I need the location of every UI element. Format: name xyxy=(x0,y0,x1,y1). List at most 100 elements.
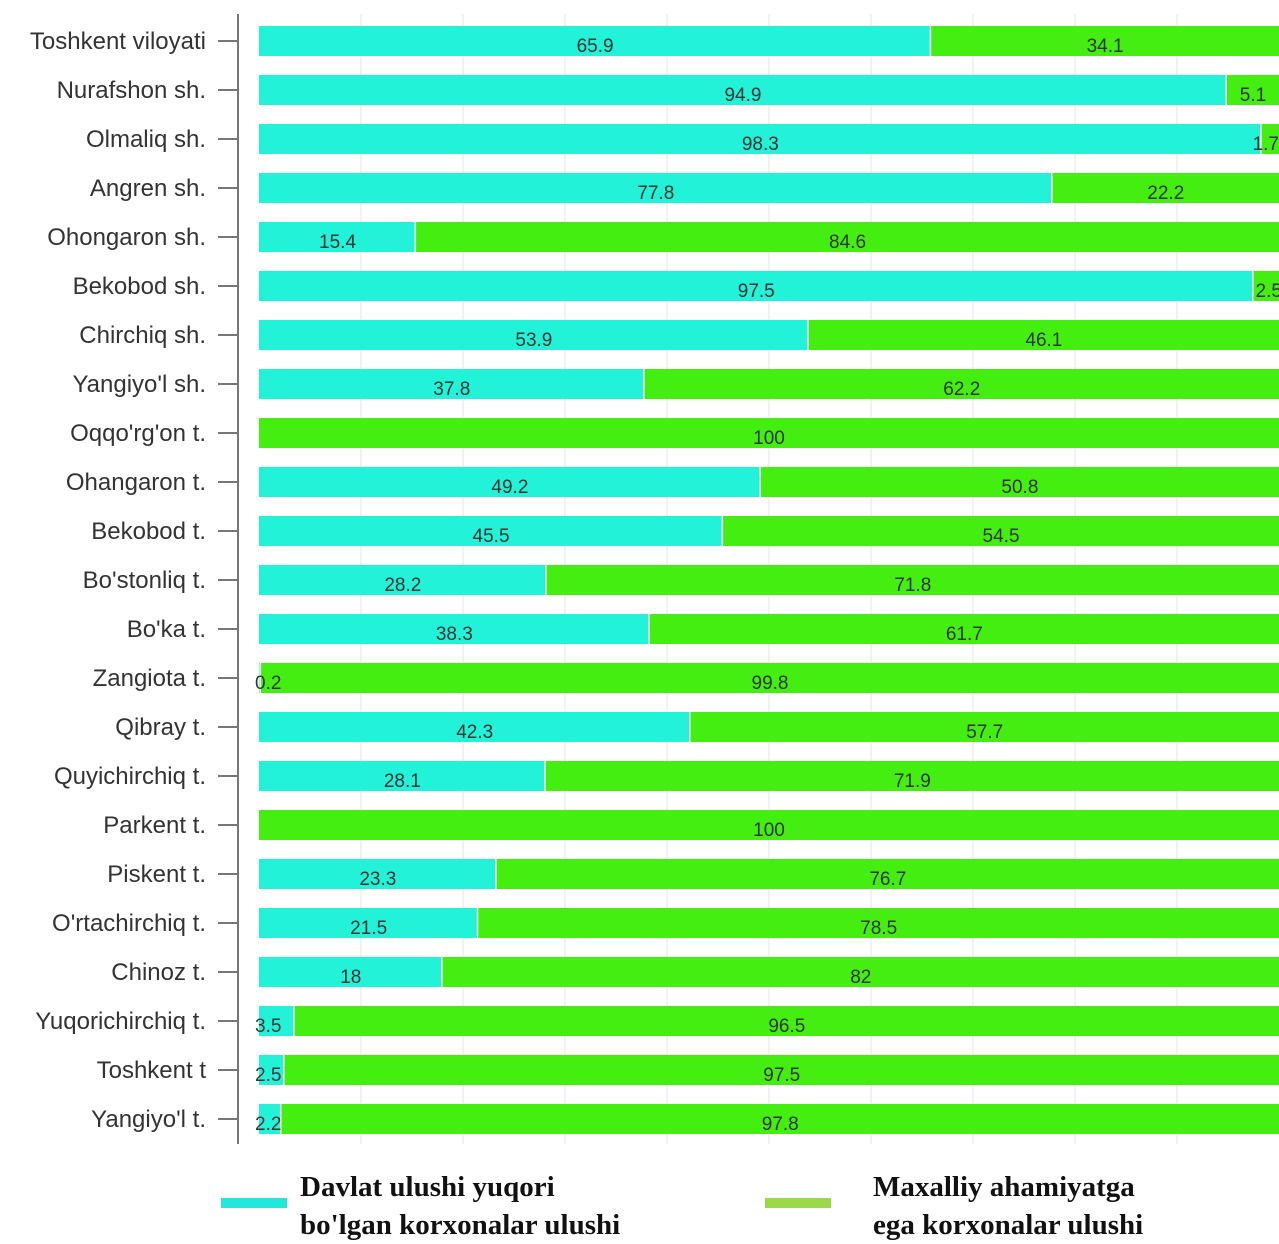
legend: Davlat ulushi yuqori bo'lgan korxonalar … xyxy=(0,1168,1279,1244)
legend-label-local-share-line2: ega korxonalar ulushi xyxy=(873,1209,1144,1241)
category-label: Angren sh. xyxy=(90,175,206,202)
value-label-state-share: 28.2 xyxy=(384,575,421,596)
bar-state-share xyxy=(259,271,1252,301)
bar-local-share xyxy=(416,222,1279,252)
bar-state-share xyxy=(259,467,760,497)
bar-local-share xyxy=(723,516,1279,546)
category-label: Yangiyo'l sh. xyxy=(72,371,206,398)
value-label-state-share: 37.8 xyxy=(433,379,470,400)
bar-local-share xyxy=(1253,271,1279,301)
value-label-state-share: 15.4 xyxy=(319,232,356,253)
value-label-local-share: 62.2 xyxy=(943,379,980,400)
bar-local-share xyxy=(546,565,1279,595)
bar-local-share xyxy=(808,320,1279,350)
value-label-local-share: 61.7 xyxy=(946,624,983,645)
bar-local-share xyxy=(1052,173,1279,203)
category-label: Qibray t. xyxy=(115,714,206,741)
value-label-local-share: 84.6 xyxy=(829,232,866,253)
value-label-local-share: 71.8 xyxy=(894,575,931,596)
category-label: Nurafshon sh. xyxy=(57,77,206,104)
category-label: Yangiyo'l t. xyxy=(91,1106,206,1133)
bar-local-share xyxy=(294,1006,1279,1036)
bar-state-share xyxy=(259,1006,294,1036)
value-label-local-share: 46.1 xyxy=(1025,330,1062,351)
value-label-state-share: 18 xyxy=(340,967,361,988)
category-label: O'rtachirchiq t. xyxy=(52,910,206,937)
value-label-local-share: 76.7 xyxy=(869,869,906,890)
value-label-local-share: 54.5 xyxy=(983,526,1020,547)
value-label-state-share: 49.2 xyxy=(491,477,528,498)
value-label-state-share: 77.8 xyxy=(637,183,674,204)
bar-local-share xyxy=(284,1055,1279,1085)
legend-label-local-share-line1: Maxalliy ahamiyatga xyxy=(873,1171,1135,1203)
bar-state-share xyxy=(259,761,545,791)
value-label-local-share: 99.8 xyxy=(752,673,789,694)
category-label: Toshkent viloyati xyxy=(30,28,206,55)
value-label-local-share: 82 xyxy=(850,967,871,988)
bar-state-share xyxy=(259,124,1261,154)
category-label: Bekobod t. xyxy=(91,518,206,545)
value-label-state-share: 97.5 xyxy=(738,281,775,302)
value-label-state-share: 3.5 xyxy=(255,1016,281,1037)
value-label-state-share: 38.3 xyxy=(436,624,473,645)
bar-local-share xyxy=(690,712,1279,742)
bar-state-share xyxy=(259,320,808,350)
category-label: Parkent t. xyxy=(103,812,206,839)
bars xyxy=(259,26,1279,1134)
bar-local-share xyxy=(760,467,1279,497)
bar-local-share xyxy=(931,26,1279,56)
category-labels: Toshkent viloyati Nurafshon sh. Olmaliq sh… xyxy=(30,28,206,1133)
bar-local-share xyxy=(259,810,1279,840)
value-label-state-share: 2.5 xyxy=(255,1065,281,1086)
bar-local-share xyxy=(478,908,1279,938)
category-label: Chinoz t. xyxy=(111,959,206,986)
value-label-state-share: 42.3 xyxy=(456,722,493,743)
bar-local-share xyxy=(644,369,1279,399)
bar-state-share xyxy=(259,369,644,399)
value-label-state-share: 0.2 xyxy=(255,673,281,694)
stacked-bar-chart: Toshkent viloyati Nurafshon sh. Olmaliq sh… xyxy=(30,14,1279,1144)
category-label: Toshkent t xyxy=(97,1057,207,1084)
value-labels: 65.9 34.1 94.9 5.1 98.3 1.7 77.8 22.2 15.4 84.6 97… xyxy=(255,36,1279,1135)
bar-local-share xyxy=(1226,75,1279,105)
category-label: Yuqorichirchiq t. xyxy=(35,1008,206,1035)
category-label: Bo'ka t. xyxy=(127,616,206,643)
value-label-local-share: 5.1 xyxy=(1240,85,1266,106)
bar-state-share xyxy=(259,75,1226,105)
legend-swatch-local-share xyxy=(765,1198,831,1208)
value-label-local-share: 1.7 xyxy=(1253,134,1279,155)
value-label-state-share: 98.3 xyxy=(742,134,779,155)
bar-local-share xyxy=(281,1104,1279,1134)
value-label-local-share: 100 xyxy=(753,428,785,449)
category-label: Zangiota t. xyxy=(93,665,206,692)
value-label-local-share: 100 xyxy=(753,820,785,841)
bar-local-share xyxy=(261,663,1279,693)
value-label-state-share: 45.5 xyxy=(473,526,510,547)
legend-label-state-share-line2: bo'lgan korxonalar ulushi xyxy=(300,1209,621,1241)
bar-state-share xyxy=(259,859,496,889)
bar-state-share xyxy=(259,614,649,644)
value-label-state-share: 53.9 xyxy=(515,330,552,351)
value-label-state-share: 65.9 xyxy=(577,36,614,57)
legend-label-local-share: Maxalliy ahamiyatga ega korxonalar ulush… xyxy=(873,1168,1143,1244)
value-label-state-share: 2.2 xyxy=(255,1114,281,1135)
value-label-local-share: 97.8 xyxy=(762,1114,799,1135)
bar-state-share xyxy=(259,565,546,595)
bar-state-share xyxy=(259,173,1052,203)
legend-label-state-share: Davlat ulushi yuqori bo'lgan korxonalar … xyxy=(300,1168,620,1244)
bar-local-share xyxy=(259,418,1279,448)
bar-local-share xyxy=(545,761,1279,791)
bar-local-share xyxy=(649,614,1279,644)
y-axis-ticks xyxy=(218,40,238,1120)
value-label-state-share: 23.3 xyxy=(359,869,396,890)
category-label: Bekobod sh. xyxy=(73,273,206,300)
bar-state-share xyxy=(259,1055,283,1085)
category-label: Quyichirchiq t. xyxy=(54,763,206,790)
bar-state-share xyxy=(259,1104,280,1134)
value-label-state-share: 28.1 xyxy=(384,771,421,792)
value-label-local-share: 2.5 xyxy=(1256,281,1279,302)
legend-label-state-share-line1: Davlat ulushi yuqori xyxy=(300,1171,555,1203)
category-label: Ohongaron sh. xyxy=(47,224,206,251)
value-label-local-share: 78.5 xyxy=(860,918,897,939)
value-label-local-share: 97.5 xyxy=(763,1065,800,1086)
